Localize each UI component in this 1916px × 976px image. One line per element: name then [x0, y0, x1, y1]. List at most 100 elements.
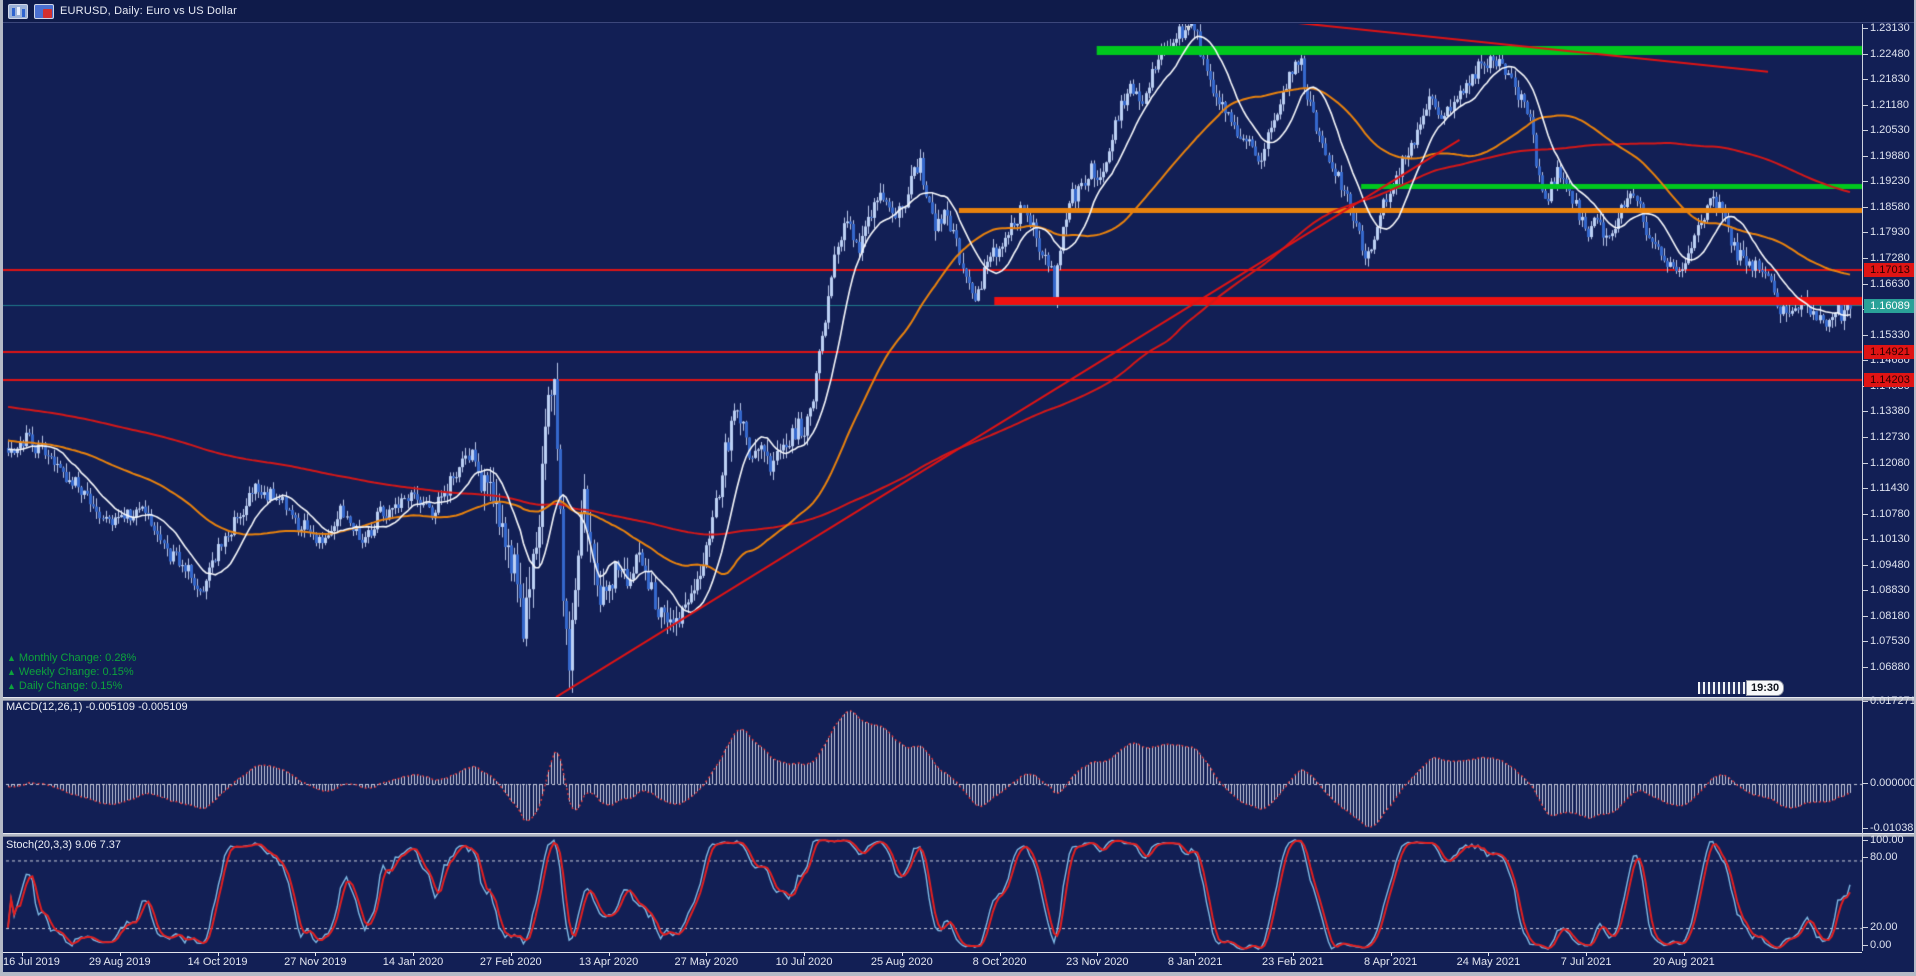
price-axis-label: 1.19230	[1863, 175, 1910, 188]
price-axis-label: 1.10780	[1863, 507, 1910, 520]
price-axis-label: 1.16630	[1863, 277, 1910, 290]
date-label: 8 Oct 2020	[972, 956, 1027, 968]
time-axis-tick	[999, 953, 1001, 956]
price-level-badge: 1.16089	[1864, 298, 1916, 313]
price-axis-label: 1.21180	[1863, 98, 1909, 111]
price-level-badge: 1.17013	[1864, 262, 1916, 277]
date-label: 8 Jan 2021	[1167, 956, 1223, 968]
stoch-name: Stoch(20,3,3)	[6, 839, 73, 851]
date-label: 10 Jul 2020	[775, 956, 833, 968]
price-axis-label: 1.15330	[1863, 328, 1910, 341]
time-axis-tick	[315, 953, 317, 956]
price-axis-label: 1.08180	[1863, 609, 1910, 622]
price-axis-label: 1.18580	[1863, 200, 1910, 213]
time-axis-tick	[608, 953, 610, 956]
macd-values: -0.005109 -0.005109	[85, 701, 188, 713]
date-label: 14 Jan 2020	[382, 956, 444, 968]
price-axis-label: 1.08830	[1863, 584, 1910, 597]
date-label: 20 Aug 2021	[1653, 956, 1715, 968]
time-axis-tick	[1488, 953, 1490, 956]
date-label: 14 Oct 2019	[187, 956, 248, 968]
macd-axis-label: 0.017271	[1863, 695, 1916, 707]
stoch-axis-label: 20.00	[1863, 921, 1898, 933]
macd-axis-label: 0.000000	[1863, 777, 1916, 789]
time-axis-tick	[706, 953, 708, 956]
price-axis-label: 1.21830	[1863, 73, 1910, 86]
window-frame-right	[1914, 0, 1916, 976]
time-axis-tick	[804, 953, 806, 956]
stoch-values: 9.06 7.37	[75, 839, 121, 851]
change-row: ▲ Weekly Change: 0.15%	[7, 666, 134, 678]
panel-separator[interactable]	[0, 697, 1916, 701]
time-axis[interactable]: 16 Jul 2019 29 Aug 2019 14 Oct 2019 27 Nov …	[0, 952, 1862, 973]
date-label: 16 Jul 2019	[3, 956, 60, 968]
time-axis-tick	[510, 953, 512, 956]
bar-countdown: 19:30	[1698, 680, 1785, 696]
panel-separator[interactable]	[0, 833, 1916, 837]
time-axis-tick	[1390, 953, 1392, 956]
date-label: 23 Nov 2020	[1066, 956, 1129, 968]
date-label: 23 Feb 2021	[1261, 956, 1324, 968]
price-axis-label: 1.23130	[1863, 22, 1910, 34]
stochastic-indicator-canvas[interactable]	[0, 837, 1862, 951]
macd-indicator-canvas[interactable]	[0, 701, 1862, 833]
price-axis[interactable]: 1.23130 1.22480 1.21830 1.21180 1.20530 1.198…	[1862, 22, 1916, 951]
time-axis-tick	[1292, 953, 1294, 956]
change-row: ▲ Monthly Change: 0.28%	[7, 652, 136, 664]
date-label: 13 Apr 2020	[578, 956, 639, 968]
date-label: 24 May 2021	[1456, 956, 1521, 968]
price-axis-label: 1.06880	[1863, 661, 1910, 673]
window-frame-left	[0, 0, 3, 976]
change-text: Monthly Change: 0.28%	[18, 652, 137, 664]
price-axis-label: 1.07530	[1863, 635, 1910, 648]
macd-label: MACD(12,26,1) -0.005109 -0.005109	[6, 701, 188, 713]
time-axis-tick	[1097, 953, 1099, 956]
price-axis-label: 1.12080	[1863, 456, 1910, 469]
price-axis-label: 1.17280	[1863, 252, 1910, 265]
date-label: 7 Jul 2021	[1560, 956, 1612, 968]
price-axis-label: 1.11430	[1863, 482, 1909, 495]
time-axis-tick	[1683, 953, 1685, 956]
indicator-window-icon	[34, 3, 54, 19]
price-axis-label: 1.10130	[1863, 533, 1910, 546]
up-arrow-icon: ▲	[7, 681, 16, 691]
price-axis-label: 1.09480	[1863, 558, 1910, 571]
arrow-down-marker: ▼	[1184, 23, 1193, 33]
macd-name: MACD(12,26,1)	[6, 701, 83, 713]
candlestick-chart-icon	[8, 3, 28, 19]
price-axis-label: 1.13380	[1863, 405, 1910, 418]
change-row: ▲ Daily Change: 0.15%	[7, 680, 122, 692]
up-arrow-icon: ▲	[7, 667, 16, 677]
change-text: Weekly Change: 0.15%	[18, 666, 134, 678]
time-axis-tick	[413, 953, 415, 956]
stoch-axis-label: 100.00	[1863, 834, 1904, 846]
main-price-chart-canvas[interactable]	[0, 24, 1862, 697]
price-axis-label: 1.17930	[1863, 226, 1910, 239]
stoch-axis-label: 80.00	[1863, 851, 1898, 863]
date-label: 29 Aug 2019	[88, 956, 151, 968]
price-axis-label: 1.20530	[1863, 124, 1910, 137]
date-label: 25 Aug 2020	[870, 956, 933, 968]
price-axis-label: 1.19880	[1863, 149, 1910, 162]
time-axis-tick	[901, 953, 903, 956]
time-axis-tick	[217, 953, 219, 956]
stoch-axis-label: 0.00	[1862, 939, 1892, 951]
date-label: 27 May 2020	[674, 956, 739, 968]
price-axis-label: 1.22480	[1863, 47, 1910, 60]
stoch-label: Stoch(20,3,3) 9.06 7.37	[6, 839, 121, 851]
time-axis-tick	[1195, 953, 1197, 956]
up-arrow-icon: ▲	[7, 653, 16, 663]
chart-titlebar: EURUSD, Daily: Euro vs US Dollar	[0, 0, 1916, 23]
date-label: 8 Apr 2021	[1364, 956, 1418, 968]
date-label: 27 Feb 2020	[479, 956, 542, 968]
time-axis-tick	[22, 953, 23, 956]
chart-title: EURUSD, Daily: Euro vs US Dollar	[60, 5, 237, 17]
time-axis-tick	[1586, 953, 1588, 956]
price-level-badge: 1.14203	[1864, 373, 1916, 388]
countdown-timer: 19:30	[1746, 680, 1785, 696]
macd-axis-label: -0.010383	[1863, 822, 1916, 834]
countdown-stripes	[1698, 682, 1746, 694]
date-label: 27 Nov 2019	[284, 956, 347, 968]
